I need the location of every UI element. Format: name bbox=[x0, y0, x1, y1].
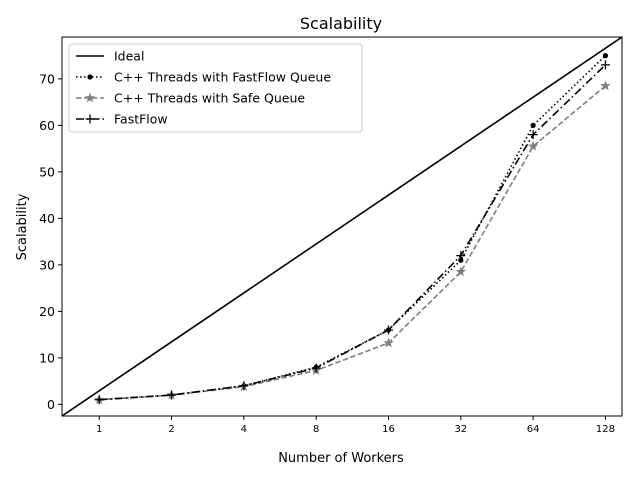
series-3-point-6 bbox=[528, 130, 538, 140]
legend-marker-1 bbox=[87, 74, 93, 80]
y-tick-label-1: 10 bbox=[39, 350, 55, 365]
series-line-2 bbox=[99, 85, 606, 401]
y-tick-label-5: 50 bbox=[39, 164, 55, 179]
legend-label-2: C++ Threads with Safe Queue bbox=[114, 91, 305, 106]
series-line-3 bbox=[99, 64, 607, 401]
y-tick-label-4: 40 bbox=[39, 211, 55, 226]
x-tick-label-1: 2 bbox=[168, 424, 174, 435]
y-tick-label-0: 0 bbox=[47, 397, 55, 412]
x-axis-label: Number of Workers bbox=[278, 451, 404, 466]
y-axis-label: Scalability bbox=[15, 193, 30, 260]
y-tick-label-7: 70 bbox=[39, 71, 55, 86]
series-2-point-7 bbox=[600, 80, 611, 91]
legend-marker-2 bbox=[84, 92, 96, 103]
series-line-0 bbox=[62, 37, 622, 416]
plot-layer bbox=[62, 37, 622, 416]
legend-label-1: C++ Threads with FastFlow Queue bbox=[114, 70, 331, 85]
series-1-point-6 bbox=[530, 122, 536, 128]
series-3-point-0 bbox=[94, 395, 104, 405]
x-tick-label-7: 128 bbox=[596, 424, 615, 435]
y-tick-label-3: 30 bbox=[39, 257, 55, 272]
legend-label-0: Ideal bbox=[114, 49, 144, 64]
legend-label-3: FastFlow bbox=[114, 112, 168, 127]
series-2-point-6 bbox=[527, 140, 539, 151]
y-tick-label-2: 20 bbox=[39, 304, 55, 319]
axes-layer: 1 2 4 8 16 32 64 128 0 10 20 30 40 50 60 70 bbox=[39, 36, 623, 435]
x-tick-label-3: 8 bbox=[313, 424, 319, 435]
series-1-point-7 bbox=[602, 53, 609, 59]
x-tick-label-5: 32 bbox=[454, 424, 467, 435]
x-tick-label-4: 16 bbox=[382, 424, 395, 435]
series-3-point-7 bbox=[600, 60, 610, 70]
legend-box bbox=[68, 43, 363, 133]
plot-frame bbox=[61, 36, 623, 417]
x-tick-label-6: 64 bbox=[527, 424, 540, 435]
legend: Ideal C++ Threads with FastFlow Queue C++ … bbox=[68, 43, 363, 133]
series-2-point-4 bbox=[383, 337, 394, 348]
series-3-point-3 bbox=[311, 363, 321, 373]
y-tick-label-6: 60 bbox=[39, 118, 55, 133]
chart-title: Scalability bbox=[300, 14, 382, 33]
x-tick-label-0: 1 bbox=[96, 424, 102, 435]
series-3-point-5 bbox=[456, 251, 466, 261]
series-3-point-1 bbox=[167, 390, 177, 400]
series-2-point-5 bbox=[455, 266, 467, 277]
legend-marker-3 bbox=[85, 114, 95, 124]
series-3-point-2 bbox=[239, 381, 249, 391]
series-1-point-5 bbox=[458, 257, 464, 263]
series-3-point-4 bbox=[383, 325, 393, 335]
x-tick-label-2: 4 bbox=[241, 424, 247, 435]
